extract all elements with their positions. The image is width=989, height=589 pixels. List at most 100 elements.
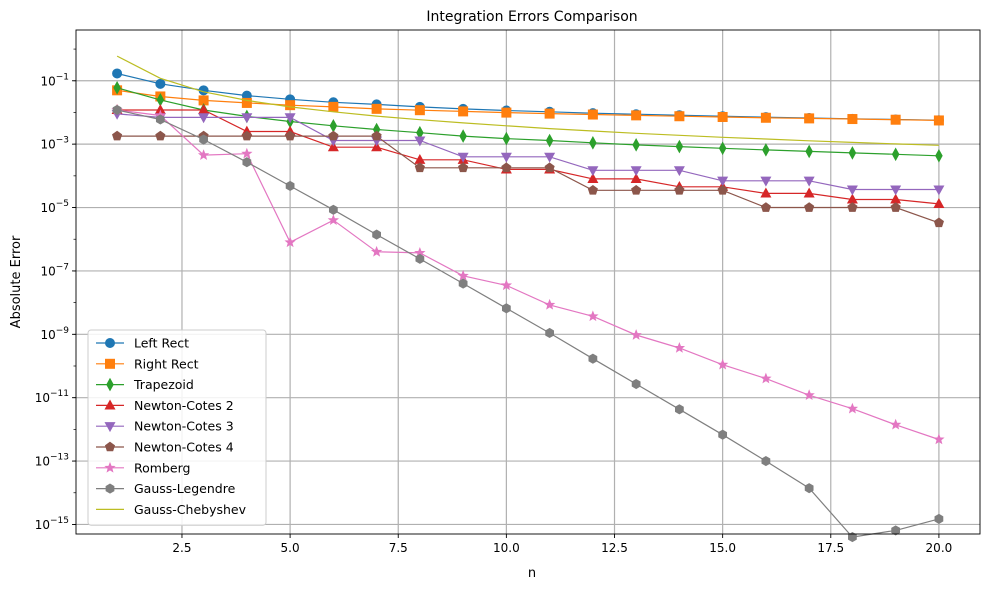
data-point (104, 441, 116, 452)
x-tick-label: 10.0 (493, 541, 520, 555)
data-point (718, 429, 728, 440)
data-point (760, 176, 772, 187)
data-point (804, 483, 814, 494)
data-point (890, 185, 902, 196)
data-point (328, 204, 338, 215)
data-point (112, 104, 122, 116)
legend-label: Right Rect (134, 356, 199, 371)
plot-frame (75, 29, 981, 535)
data-point (631, 110, 642, 121)
data-point (414, 162, 425, 173)
x-tick-label: 7.5 (389, 541, 408, 555)
data-point (112, 130, 123, 141)
data-point (105, 358, 116, 369)
data-point (112, 68, 123, 79)
data-point (803, 176, 815, 187)
data-point (847, 114, 858, 125)
data-point (630, 329, 642, 340)
data-point (630, 173, 642, 183)
data-point (545, 327, 555, 339)
x-tick-label: 2.5 (172, 541, 191, 555)
data-point (327, 214, 340, 225)
series-gauss-chebyshev (116, 55, 939, 146)
data-point (458, 162, 469, 173)
data-point (104, 422, 116, 433)
series-gauss-legendre (112, 104, 944, 543)
legend-label: Trapezoid (133, 377, 194, 392)
data-point (155, 114, 165, 125)
data-point (371, 141, 383, 152)
data-point (631, 184, 642, 195)
data-point (803, 187, 815, 198)
data-point (589, 136, 597, 150)
x-tick-label: 20.0 (926, 541, 953, 555)
x-axis-label: n (528, 566, 536, 581)
series-layer (111, 55, 945, 543)
series-line (117, 135, 940, 224)
series-line (117, 109, 940, 441)
x-tick-label: 12.5 (601, 541, 628, 555)
data-point (155, 130, 166, 141)
data-point (804, 202, 815, 212)
data-point (761, 456, 771, 467)
data-point (804, 113, 815, 124)
data-point (113, 80, 121, 95)
data-point (675, 139, 684, 154)
data-point (673, 166, 685, 177)
data-point (415, 253, 425, 264)
legend-label: Romberg (134, 460, 190, 475)
data-point (933, 217, 944, 228)
data-point (500, 279, 513, 291)
data-point (242, 157, 252, 168)
data-point (457, 152, 469, 163)
data-point (716, 358, 729, 370)
data-point (544, 162, 555, 173)
legend-entry: Gauss-Chebyshev (96, 502, 247, 517)
data-point (933, 185, 945, 196)
legend-label: Newton-Cotes 2 (134, 398, 234, 413)
data-point (718, 141, 727, 156)
data-point (674, 184, 685, 195)
data-point (717, 176, 729, 187)
legend-entry: Trapezoid (96, 377, 194, 392)
y-tick-label: 10−3 (40, 136, 69, 152)
data-point (106, 377, 114, 392)
legend-entry: Left Rect (96, 336, 189, 351)
data-point (197, 149, 210, 160)
y-tick-label: 10−5 (40, 199, 69, 215)
y-axis-label: Absolute Error (9, 235, 24, 328)
data-point (284, 113, 296, 124)
legend: Left Rect Right Rect Trapezoid Newton-Cotes… (87, 329, 267, 526)
data-point (105, 483, 115, 494)
data-point (371, 103, 382, 114)
data-point (762, 143, 770, 157)
legend-entry: Romberg (96, 460, 190, 475)
data-point (890, 202, 901, 212)
data-point (760, 372, 772, 384)
data-point (459, 129, 467, 143)
data-point (674, 111, 685, 122)
legend-entry: Newton-Cotes 3 (96, 419, 234, 434)
x-tick-label: 5.0 (281, 541, 300, 555)
y-axis: 10−15 10−13 10−11 10−9 10−7 10−5 10−3 10−1 (35, 48, 76, 532)
series-line (116, 109, 940, 538)
data-point (890, 114, 901, 125)
data-point (327, 141, 339, 152)
data-point (760, 112, 771, 123)
data-point (285, 100, 296, 111)
data-point (803, 389, 815, 400)
data-point (328, 130, 339, 141)
data-point (760, 187, 772, 198)
data-point (587, 166, 599, 177)
data-point (545, 133, 554, 148)
data-point (848, 532, 857, 543)
data-point (846, 185, 858, 196)
data-point (372, 229, 381, 240)
data-point (241, 97, 252, 108)
data-point (241, 113, 253, 124)
data-point (846, 402, 859, 414)
data-point (285, 130, 296, 141)
legend-label: Left Rect (134, 336, 189, 351)
data-point (717, 111, 728, 122)
